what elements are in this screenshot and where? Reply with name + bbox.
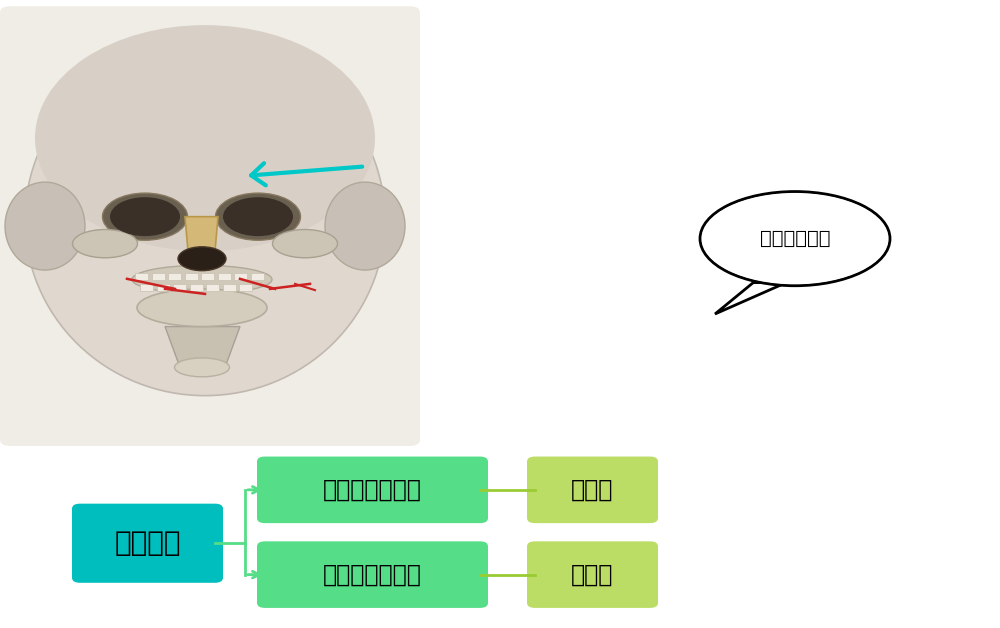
Text: 鼻骨骨折: 鼻骨骨折	[114, 529, 181, 557]
Ellipse shape	[110, 197, 180, 236]
Ellipse shape	[35, 25, 375, 251]
Polygon shape	[250, 273, 264, 280]
Ellipse shape	[702, 193, 888, 284]
FancyBboxPatch shape	[72, 504, 223, 583]
Text: 斜鼻型: 斜鼻型	[571, 478, 614, 502]
Polygon shape	[165, 327, 240, 367]
FancyBboxPatch shape	[0, 6, 420, 446]
Polygon shape	[190, 284, 202, 291]
FancyArrowPatch shape	[251, 163, 362, 185]
Polygon shape	[135, 273, 148, 280]
Polygon shape	[239, 284, 252, 291]
Polygon shape	[206, 284, 219, 291]
FancyBboxPatch shape	[257, 541, 488, 608]
Ellipse shape	[132, 265, 272, 293]
Ellipse shape	[700, 192, 890, 286]
Ellipse shape	[25, 44, 385, 396]
Polygon shape	[140, 284, 153, 291]
Text: 骼鼻型: 骼鼻型	[571, 563, 614, 587]
Ellipse shape	[72, 229, 138, 257]
Ellipse shape	[178, 247, 226, 271]
Polygon shape	[152, 273, 165, 280]
Polygon shape	[218, 273, 231, 280]
Text: 側方からの外力: 側方からの外力	[323, 478, 422, 502]
Ellipse shape	[325, 182, 405, 270]
FancyBboxPatch shape	[257, 457, 488, 523]
Polygon shape	[201, 273, 214, 280]
Ellipse shape	[137, 289, 267, 327]
Ellipse shape	[272, 229, 338, 257]
Ellipse shape	[5, 182, 85, 270]
Ellipse shape	[223, 197, 293, 236]
Polygon shape	[168, 273, 181, 280]
Polygon shape	[715, 283, 786, 314]
FancyBboxPatch shape	[527, 457, 658, 523]
FancyBboxPatch shape	[527, 541, 658, 608]
Polygon shape	[223, 284, 236, 291]
Polygon shape	[157, 284, 170, 291]
Polygon shape	[234, 273, 247, 280]
Ellipse shape	[175, 358, 230, 377]
Polygon shape	[184, 273, 198, 280]
Ellipse shape	[216, 193, 300, 240]
Polygon shape	[185, 217, 218, 251]
Polygon shape	[173, 284, 186, 291]
Ellipse shape	[103, 193, 188, 240]
Text: 正面からの外力: 正面からの外力	[323, 563, 422, 587]
Text: 頻度が高い。: 頻度が高い。	[760, 229, 830, 248]
